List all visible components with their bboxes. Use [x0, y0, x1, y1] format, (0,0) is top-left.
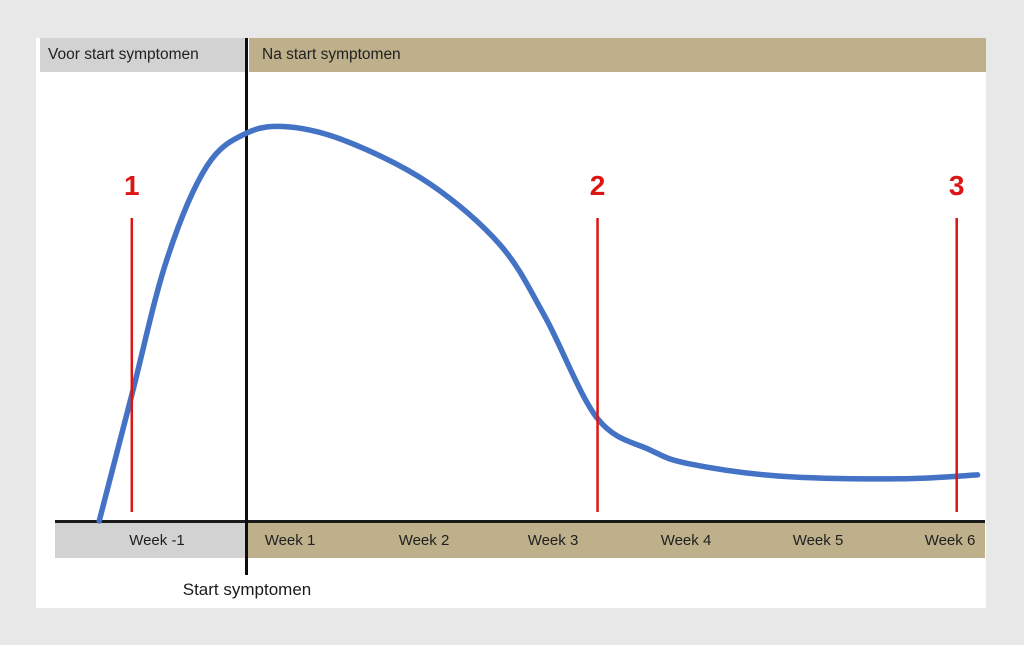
axis-band-after-onset	[247, 523, 985, 558]
curve-plot: 1 2 3	[96, 123, 981, 524]
week-tick-label: Week 1	[264, 532, 316, 549]
symptom-onset-line	[244, 38, 248, 575]
week-tick-label: Week 4	[660, 532, 712, 549]
region-label-before-onset: Voor start symptomen	[48, 46, 199, 63]
region-band-before-onset: Voor start symptomen	[40, 38, 245, 72]
region-label-after-onset: Na start symptomen	[262, 46, 401, 63]
infectiousness-curve	[96, 123, 981, 524]
week-tick-label: Week -1	[129, 532, 185, 549]
chart-card: Voor start symptomen Na start symptomen …	[36, 38, 986, 608]
symptom-onset-label: Start symptomen	[182, 580, 312, 599]
week-tick-label: Week 2	[398, 532, 450, 549]
marker-number-1: 1	[124, 170, 140, 201]
region-band-after-onset: Na start symptomen	[249, 38, 986, 72]
axis-band-before-onset	[55, 523, 247, 558]
week-tick-label: Week 6	[924, 532, 976, 549]
x-axis-line	[55, 520, 985, 523]
week-tick-label: Week 5	[792, 532, 844, 549]
marker-number-3: 3	[949, 170, 965, 201]
week-tick-label: Week 3	[527, 532, 579, 549]
marker-number-2: 2	[590, 170, 606, 201]
